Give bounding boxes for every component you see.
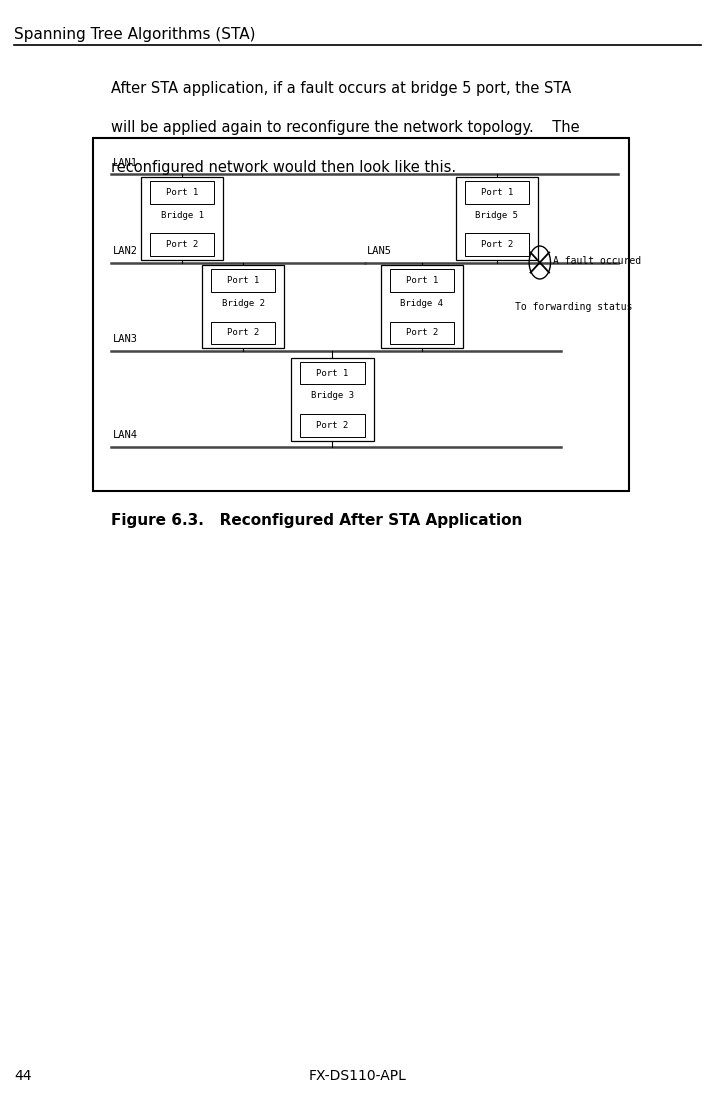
Text: Port 1: Port 1	[227, 276, 260, 285]
Text: LAN2: LAN2	[113, 246, 138, 256]
Text: Port 1: Port 1	[316, 368, 349, 377]
Text: Port 2: Port 2	[405, 329, 438, 338]
Bar	[211, 322, 275, 344]
Text: Port 1: Port 1	[166, 188, 199, 196]
Bar	[93, 138, 629, 491]
Bar	[300, 414, 365, 437]
Bar	[292, 358, 374, 440]
Text: To forwarding status: To forwarding status	[515, 301, 632, 312]
Text: LAN5: LAN5	[367, 246, 392, 256]
Text: FX-DS110-APL: FX-DS110-APL	[309, 1069, 406, 1083]
Text: will be applied again to reconfigure the network topology.    The: will be applied again to reconfigure the…	[111, 120, 579, 136]
Text: Bridge 3: Bridge 3	[311, 392, 354, 400]
Bar	[150, 234, 214, 256]
Text: Port 2: Port 2	[227, 329, 260, 338]
Bar	[465, 234, 529, 256]
Bar	[142, 178, 223, 259]
Text: 44: 44	[14, 1069, 31, 1083]
Text: Bridge 1: Bridge 1	[161, 211, 204, 219]
Text: LAN3: LAN3	[113, 334, 138, 344]
Bar	[150, 181, 214, 203]
Bar	[202, 266, 284, 349]
Bar	[456, 178, 538, 259]
Text: LAN4: LAN4	[113, 430, 138, 440]
Text: Figure 6.3.   Reconfigured After STA Application: Figure 6.3. Reconfigured After STA Appli…	[111, 513, 522, 528]
Text: LAN1: LAN1	[113, 158, 138, 168]
Text: After STA application, if a fault occurs at bridge 5 port, the STA: After STA application, if a fault occurs…	[111, 81, 571, 96]
Bar	[390, 322, 454, 344]
Bar	[465, 181, 529, 203]
Bar	[380, 266, 463, 349]
Text: reconfigured network would then look like this.: reconfigured network would then look lik…	[111, 160, 456, 175]
Text: Bridge 4: Bridge 4	[400, 299, 443, 308]
Bar	[211, 269, 275, 292]
Bar	[390, 269, 454, 292]
Text: A fault occured: A fault occured	[553, 256, 641, 267]
Text: Bridge 5: Bridge 5	[475, 211, 518, 219]
Text: Port 1: Port 1	[405, 276, 438, 285]
Text: Spanning Tree Algorithms (STA): Spanning Tree Algorithms (STA)	[14, 26, 256, 42]
Text: Bridge 2: Bridge 2	[222, 299, 265, 308]
Text: Port 2: Port 2	[316, 421, 349, 430]
Text: Port 2: Port 2	[480, 240, 513, 249]
Bar	[300, 362, 365, 385]
Text: Port 2: Port 2	[166, 240, 199, 249]
Text: Port 1: Port 1	[480, 188, 513, 196]
